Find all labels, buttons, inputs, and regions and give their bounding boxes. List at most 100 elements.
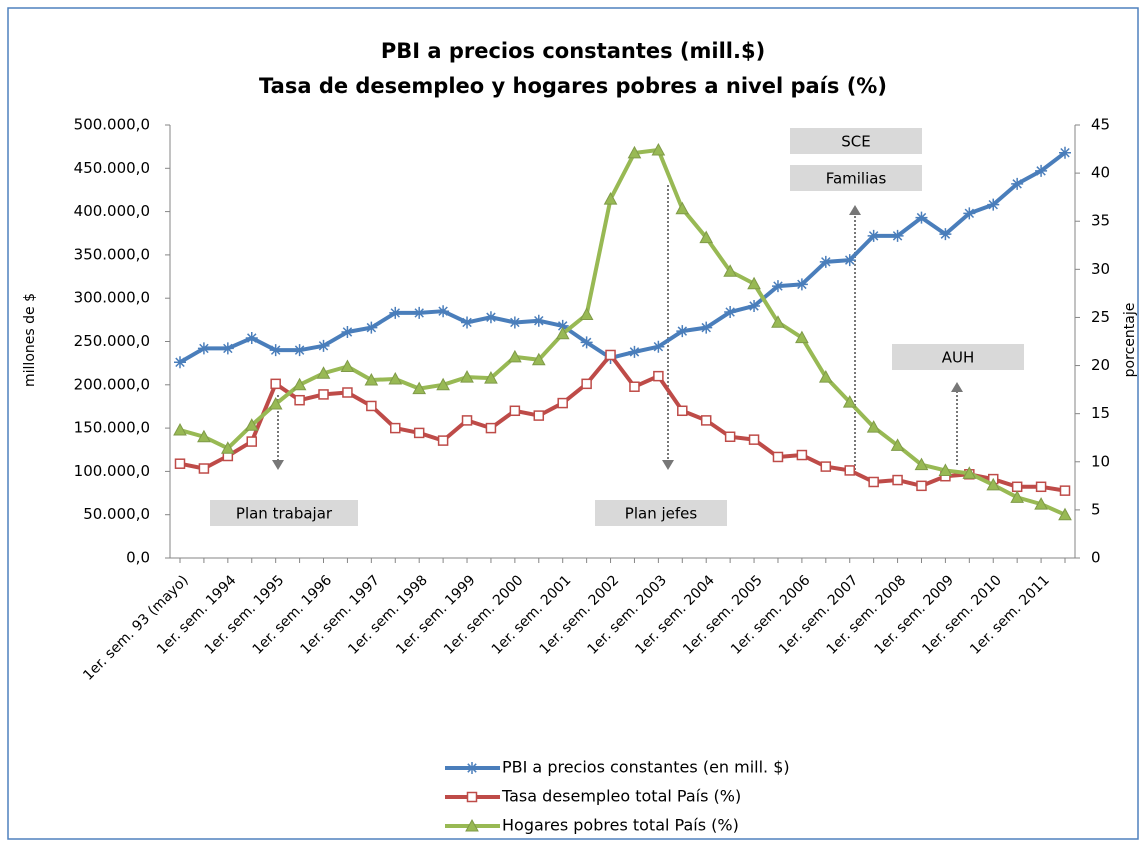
point xyxy=(555,326,570,340)
point xyxy=(437,435,449,446)
point xyxy=(293,344,306,357)
y2-tick-label: 20 xyxy=(1091,356,1110,374)
y2-axis-title: porcentaje xyxy=(1122,303,1138,378)
point xyxy=(772,451,784,463)
point xyxy=(413,306,426,319)
y-tick-label: 150.000,0 xyxy=(74,419,150,437)
point xyxy=(628,345,641,358)
point xyxy=(700,321,713,334)
y2-tick-label: 35 xyxy=(1091,212,1110,230)
point xyxy=(509,405,521,417)
point xyxy=(436,377,450,391)
point xyxy=(316,366,331,379)
point xyxy=(820,461,832,472)
annotation-arrowhead xyxy=(662,460,674,470)
point xyxy=(652,340,665,353)
series-line xyxy=(179,148,1066,517)
annotation-arrowhead xyxy=(951,382,963,392)
point xyxy=(1010,490,1025,503)
point xyxy=(388,371,403,385)
point xyxy=(294,394,305,406)
point xyxy=(366,400,377,412)
point xyxy=(892,474,903,486)
point xyxy=(245,332,258,345)
point xyxy=(1011,481,1023,493)
point xyxy=(747,276,761,290)
point xyxy=(676,325,689,338)
point xyxy=(938,463,953,476)
point xyxy=(629,381,640,392)
legend-label: PBI a precios constantes (en mill. $) xyxy=(502,758,790,777)
point xyxy=(962,466,977,479)
point xyxy=(891,229,904,242)
point xyxy=(819,255,832,268)
point xyxy=(677,405,688,417)
point xyxy=(270,378,281,390)
point xyxy=(867,229,880,242)
point xyxy=(174,458,186,469)
legend-marker xyxy=(466,791,478,803)
point xyxy=(461,415,473,426)
point xyxy=(939,228,952,241)
point xyxy=(292,377,307,391)
point xyxy=(1035,481,1047,493)
y-tick-label: 50.000,0 xyxy=(83,505,150,523)
point xyxy=(890,438,905,451)
point xyxy=(675,201,690,215)
point xyxy=(342,387,353,398)
annotation-arrowhead xyxy=(849,205,861,215)
point xyxy=(987,198,1000,211)
point xyxy=(866,420,881,433)
y2-tick-label: 15 xyxy=(1091,404,1110,422)
point xyxy=(244,418,259,431)
annotation-box xyxy=(790,165,922,191)
point xyxy=(508,349,522,363)
point xyxy=(269,344,282,357)
point xyxy=(198,463,210,474)
point xyxy=(221,342,234,355)
point xyxy=(364,372,379,386)
point xyxy=(508,316,521,329)
annotation-box xyxy=(210,500,358,526)
point xyxy=(1059,485,1071,496)
legend-label: Tasa desempleo total País (%) xyxy=(501,787,741,806)
point xyxy=(627,145,642,159)
annotation-arrowhead xyxy=(272,460,284,470)
point xyxy=(460,370,474,383)
point xyxy=(1034,497,1048,510)
y2-tick-label: 25 xyxy=(1091,308,1110,326)
point xyxy=(916,480,927,492)
point xyxy=(318,389,329,400)
legend-marker xyxy=(466,762,478,774)
point xyxy=(605,349,616,361)
chart-subtitle: Tasa de desempleo y hogares pobres a niv… xyxy=(259,74,887,98)
point xyxy=(557,397,568,409)
point xyxy=(1058,507,1072,521)
point xyxy=(484,371,498,384)
point xyxy=(699,230,714,244)
y2-tick-label: 10 xyxy=(1091,452,1110,470)
y-tick-label: 250.000,0 xyxy=(74,332,150,350)
point xyxy=(317,339,330,352)
annotation-label: Familias xyxy=(826,170,887,188)
point xyxy=(723,264,737,277)
point xyxy=(748,434,760,445)
y-tick-label: 350.000,0 xyxy=(74,245,150,263)
chart-border xyxy=(7,7,1139,840)
legend-label: Hogares pobres total País (%) xyxy=(502,816,739,835)
point xyxy=(461,316,474,329)
y-axis-title: millones de $ xyxy=(22,293,38,387)
point xyxy=(413,427,425,439)
point xyxy=(818,370,833,383)
point xyxy=(365,321,378,334)
point xyxy=(1011,177,1024,190)
point xyxy=(795,330,809,344)
point xyxy=(868,476,879,488)
point xyxy=(197,429,211,443)
point xyxy=(580,336,593,349)
point xyxy=(795,278,808,291)
y-tick-label: 300.000,0 xyxy=(74,289,150,307)
point xyxy=(246,436,258,447)
point xyxy=(771,280,784,293)
point xyxy=(651,142,666,156)
